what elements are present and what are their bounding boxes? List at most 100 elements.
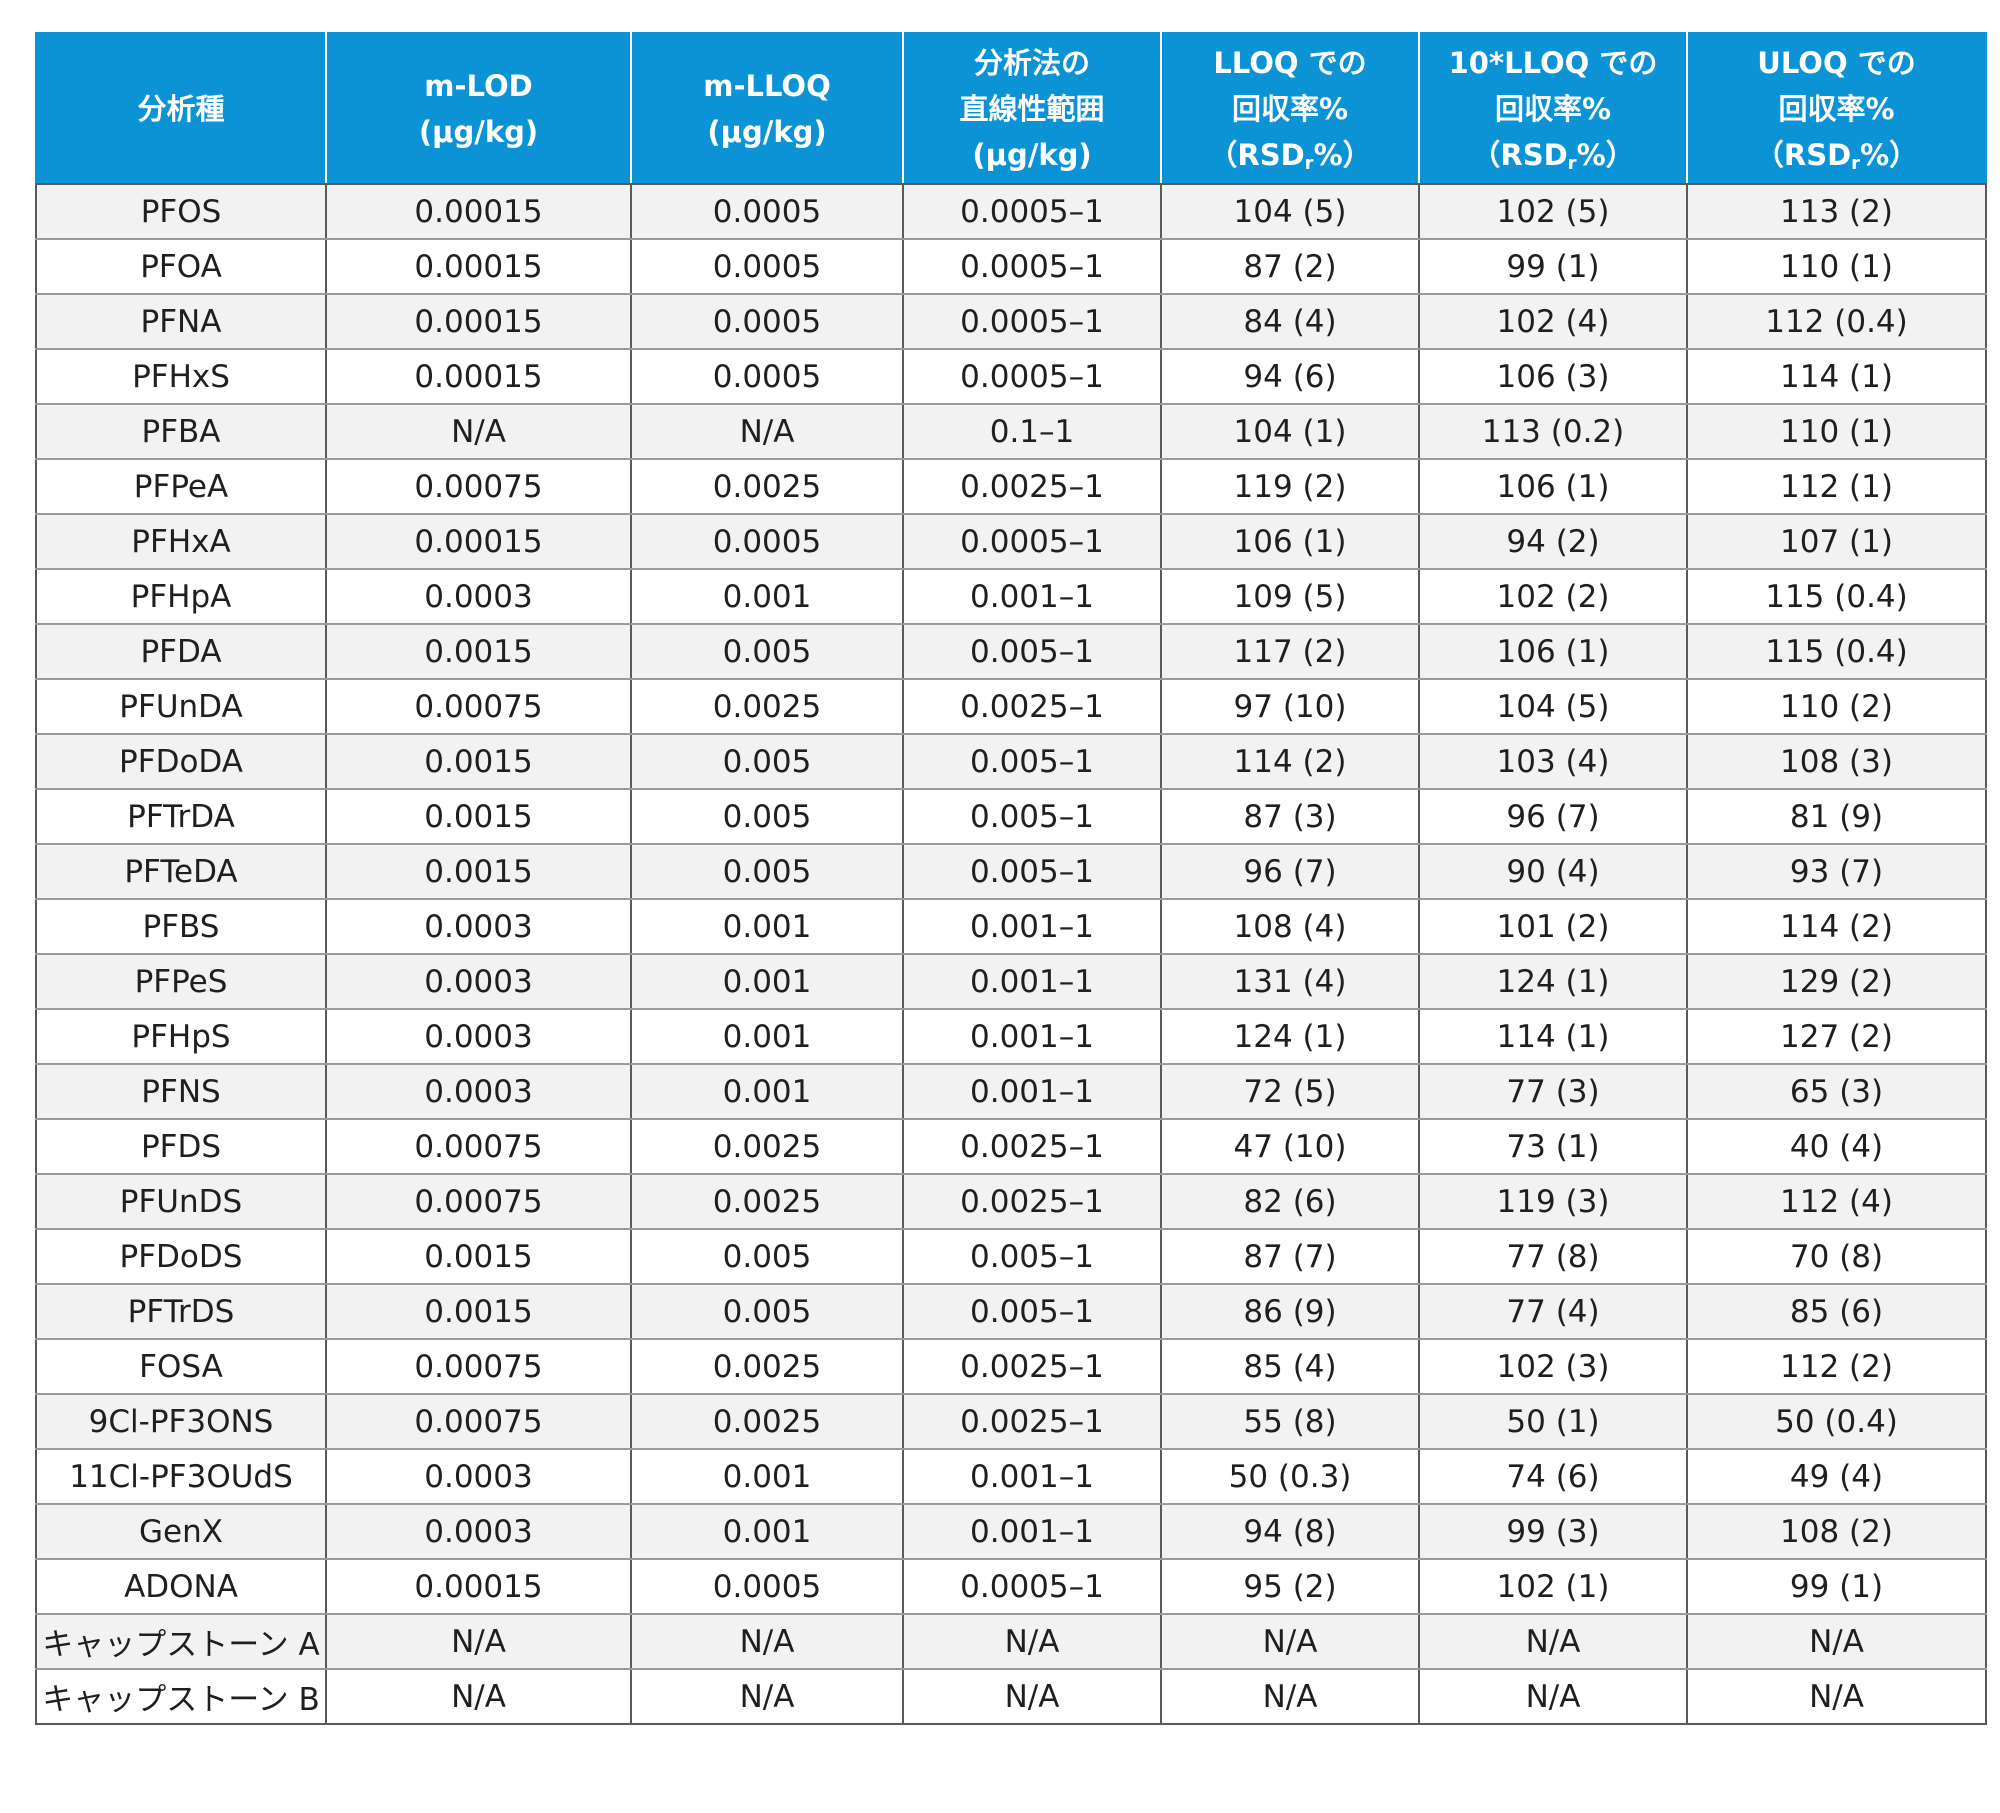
header-line: LLOQ での <box>1213 45 1367 80</box>
table-row: ADONA 0.00015 0.0005 0.0005–1 95 (2) 102 (1) 9… <box>35 1558 1987 1615</box>
cell-analyte: PFOS <box>35 183 327 240</box>
cell-recovery-lloq: 47 (10) <box>1160 1118 1420 1175</box>
cell-m-lloq: 0.0025 <box>630 1173 904 1230</box>
cell-recovery-10lloq: 102 (4) <box>1418 293 1688 350</box>
cell-analyte: PFHxS <box>35 348 327 405</box>
cell-recovery-lloq: 124 (1) <box>1160 1008 1420 1065</box>
cell-recovery-10lloq: 106 (3) <box>1418 348 1688 405</box>
cell-recovery-uloq: 65 (3) <box>1686 1063 1987 1120</box>
cell-recovery-10lloq: 73 (1) <box>1418 1118 1688 1175</box>
header-line: 10*LLOQ での <box>1448 45 1658 80</box>
header-m-lod: m-LOD (μg/kg) <box>325 32 632 185</box>
cell-m-lod: 0.0003 <box>325 1448 632 1505</box>
cell-m-lod: 0.00015 <box>325 1558 632 1615</box>
header-row: 分析種 m-LOD (μg/kg) m-LLOQ (μg/kg) 分析法の 直線性範囲 (μg… <box>35 32 1987 185</box>
cell-recovery-uloq: 114 (2) <box>1686 898 1987 955</box>
cell-recovery-uloq: 81 (9) <box>1686 788 1987 845</box>
cell-m-lod: 0.00075 <box>325 458 632 515</box>
cell-m-lod: 0.00015 <box>325 513 632 570</box>
cell-m-lod: 0.00075 <box>325 1393 632 1450</box>
cell-linear-range: 0.0025–1 <box>902 458 1162 515</box>
cell-linear-range: 0.0005–1 <box>902 513 1162 570</box>
cell-linear-range: 0.0025–1 <box>902 1338 1162 1395</box>
table-row: PFDoDS 0.0015 0.005 0.005–1 87 (7) 77 (8) 70 (… <box>35 1228 1987 1285</box>
rsd-suffix: %） <box>1860 137 1919 172</box>
header-recovery-lloq: LLOQ での 回収率% （RSDr%） <box>1160 32 1420 185</box>
cell-m-lloq: 0.005 <box>630 843 904 900</box>
cell-recovery-lloq: 82 (6) <box>1160 1173 1420 1230</box>
cell-m-lloq: 0.0005 <box>630 513 904 570</box>
cell-m-lloq: 0.001 <box>630 898 904 955</box>
header-recovery-uloq: ULOQ での 回収率% （RSDr%） <box>1686 32 1987 185</box>
cell-linear-range: 0.0025–1 <box>902 1173 1162 1230</box>
cell-recovery-lloq: N/A <box>1160 1668 1420 1725</box>
cell-recovery-lloq: 55 (8) <box>1160 1393 1420 1450</box>
table-row: PFTeDA 0.0015 0.005 0.005–1 96 (7) 90 (4) 93 (… <box>35 843 1987 900</box>
cell-recovery-uloq: 93 (7) <box>1686 843 1987 900</box>
cell-m-lod: 0.00075 <box>325 678 632 735</box>
cell-m-lloq: 0.0005 <box>630 238 904 295</box>
cell-recovery-10lloq: 124 (1) <box>1418 953 1688 1010</box>
cell-recovery-uloq: 85 (6) <box>1686 1283 1987 1340</box>
cell-recovery-lloq: 106 (1) <box>1160 513 1420 570</box>
cell-recovery-uloq: 112 (2) <box>1686 1338 1987 1395</box>
cell-recovery-10lloq: 90 (4) <box>1418 843 1688 900</box>
cell-linear-range: 0.001–1 <box>902 1008 1162 1065</box>
cell-m-lod: 0.00015 <box>325 293 632 350</box>
cell-recovery-lloq: 104 (1) <box>1160 403 1420 460</box>
cell-recovery-uloq: 112 (4) <box>1686 1173 1987 1230</box>
table-row: PFHxA 0.00015 0.0005 0.0005–1 106 (1) 94 (2) 1… <box>35 513 1987 570</box>
cell-m-lod: 0.0015 <box>325 1228 632 1285</box>
rsd-subscript: r <box>1304 152 1314 174</box>
cell-m-lod: 0.00015 <box>325 183 632 240</box>
cell-m-lod: N/A <box>325 1613 632 1670</box>
cell-recovery-uloq: 114 (1) <box>1686 348 1987 405</box>
cell-recovery-10lloq: 99 (3) <box>1418 1503 1688 1560</box>
table-row: PFNA 0.00015 0.0005 0.0005–1 84 (4) 102 (4) 11… <box>35 293 1987 350</box>
cell-analyte: PFNS <box>35 1063 327 1120</box>
header-recovery-10lloq: 10*LLOQ での 回収率% （RSDr%） <box>1418 32 1688 185</box>
table-row: PFHpA 0.0003 0.001 0.001–1 109 (5) 102 (2) 115… <box>35 568 1987 625</box>
cell-linear-range: N/A <box>902 1668 1162 1725</box>
cell-analyte: PFDoDA <box>35 733 327 790</box>
table-row: PFPeS 0.0003 0.001 0.001–1 131 (4) 124 (1) 129… <box>35 953 1987 1010</box>
cell-analyte: PFTeDA <box>35 843 327 900</box>
table-row: PFUnDS 0.00075 0.0025 0.0025–1 82 (6) 119 (3)… <box>35 1173 1987 1230</box>
cell-linear-range: 0.0025–1 <box>902 1393 1162 1450</box>
cell-recovery-lloq: 96 (7) <box>1160 843 1420 900</box>
cell-recovery-uloq: 49 (4) <box>1686 1448 1987 1505</box>
cell-analyte: PFOA <box>35 238 327 295</box>
cell-m-lod: 0.0015 <box>325 623 632 680</box>
cell-m-lod: 0.0003 <box>325 1503 632 1560</box>
cell-m-lod: 0.0003 <box>325 1063 632 1120</box>
cell-recovery-lloq: N/A <box>1160 1613 1420 1670</box>
cell-m-lod: 0.00075 <box>325 1338 632 1395</box>
cell-recovery-lloq: 114 (2) <box>1160 733 1420 790</box>
table-row: FOSA 0.00075 0.0025 0.0025–1 85 (4) 102 (3) 11… <box>35 1338 1987 1395</box>
cell-recovery-uloq: 115 (0.4) <box>1686 623 1987 680</box>
cell-m-lod: 0.00075 <box>325 1173 632 1230</box>
header-line: 回収率% <box>1778 91 1895 126</box>
cell-m-lod: 0.00015 <box>325 238 632 295</box>
header-line: 回収率% <box>1494 91 1612 126</box>
table-row: PFHpS 0.0003 0.001 0.001–1 124 (1) 114 (1) 127… <box>35 1008 1987 1065</box>
cell-recovery-lloq: 131 (4) <box>1160 953 1420 1010</box>
rsd-subscript: r <box>1851 152 1861 174</box>
cell-recovery-10lloq: 102 (2) <box>1418 568 1688 625</box>
cell-m-lloq: 0.001 <box>630 1063 904 1120</box>
cell-m-lod: 0.0003 <box>325 568 632 625</box>
rsd-suffix: %） <box>1576 137 1635 172</box>
cell-linear-range: 0.0025–1 <box>902 1118 1162 1175</box>
cell-linear-range: 0.005–1 <box>902 1283 1162 1340</box>
cell-recovery-10lloq: N/A <box>1418 1668 1688 1725</box>
table-row: PFBS 0.0003 0.001 0.001–1 108 (4) 101 (2) 114 … <box>35 898 1987 955</box>
cell-analyte: PFBS <box>35 898 327 955</box>
table-row: 9Cl-PF3ONS 0.00075 0.0025 0.0025–1 55 (8) 50 … <box>35 1393 1987 1450</box>
cell-m-lloq: N/A <box>630 403 904 460</box>
cell-recovery-10lloq: 77 (3) <box>1418 1063 1688 1120</box>
cell-m-lod: 0.0015 <box>325 733 632 790</box>
header-rsd-line: （RSDr%） <box>1694 132 1979 178</box>
header-line: m-LOD <box>424 68 533 103</box>
rsd-prefix: （RSD <box>1208 137 1305 172</box>
header-analyte: 分析種 <box>35 32 327 185</box>
